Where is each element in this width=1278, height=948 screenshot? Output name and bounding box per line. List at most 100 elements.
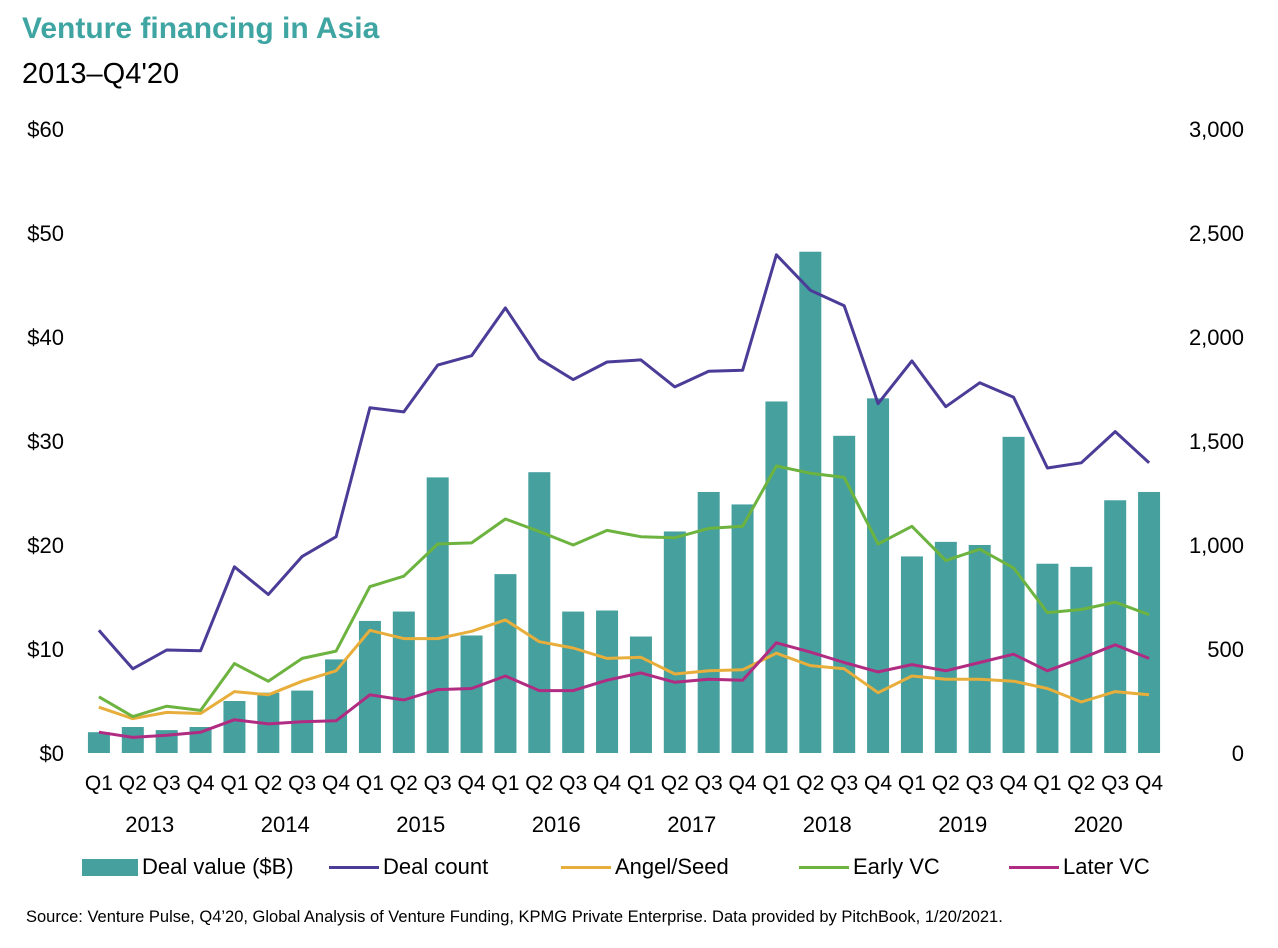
bar-deal-value	[799, 251, 822, 753]
legend-swatch-later-vc	[1009, 865, 1059, 869]
bar-deal-value	[867, 398, 890, 753]
legend-swatch-angel-seed	[561, 865, 611, 869]
chart-title: Venture financing in Asia	[22, 12, 380, 45]
x-axis-year-label: 2015	[396, 812, 445, 837]
right-axis-tick-label: 3,000	[1189, 117, 1244, 142]
bar-deal-value	[528, 472, 551, 753]
x-axis-quarter-label: Q4	[1000, 772, 1028, 795]
legend-swatch-deal-value	[82, 858, 138, 876]
x-axis-quarter-label: Q4	[458, 772, 486, 795]
bar-deal-value	[765, 401, 788, 753]
line-angel-seed	[98, 618, 1150, 721]
bar-deal-value	[325, 659, 348, 753]
right-axis-tick-label: 2,500	[1189, 221, 1244, 246]
x-axis-quarter-label: Q3	[288, 772, 316, 795]
x-axis-quarter-label: Q4	[729, 772, 757, 795]
x-axis-year-label: 2017	[667, 812, 716, 837]
x-axis-quarter-label: Q2	[390, 772, 418, 795]
left-axis-tick-label: $40	[27, 325, 64, 350]
x-axis-quarter-label: Q4	[322, 772, 350, 795]
bar-deal-value	[934, 541, 957, 753]
right-axis-tick-label: 1,500	[1189, 429, 1244, 454]
bar-deal-value	[494, 574, 517, 753]
x-axis-quarter-label: Q1	[85, 772, 113, 795]
legend-label-early-vc: Early VC	[853, 854, 940, 879]
bar-deal-value	[1002, 436, 1025, 753]
x-axis-quarter-label: Q4	[1135, 772, 1163, 795]
bar-deal-value	[562, 611, 585, 753]
chart-subtitle: 2013–Q4'20	[22, 58, 180, 90]
bar-deal-value	[731, 504, 754, 753]
x-axis-quarter-label: Q2	[1067, 772, 1095, 795]
legend-label-later-vc: Later VC	[1063, 854, 1150, 879]
bar-deal-value	[629, 636, 652, 753]
x-axis-quarter-label: Q4	[864, 772, 892, 795]
right-axis-tick-label: 2,000	[1189, 325, 1244, 350]
bar-deal-value	[900, 556, 923, 753]
bar-deal-value	[223, 701, 246, 753]
left-axis-tick-label: $50	[27, 221, 64, 246]
legend-swatch-early-vc	[799, 865, 849, 869]
left-axis-tick-label: $0	[40, 741, 64, 766]
right-axis-tick-label: 500	[1207, 637, 1244, 662]
x-axis-quarter-label: Q3	[559, 772, 587, 795]
x-axis-quarter-label: Q3	[1101, 772, 1129, 795]
x-axis-quarter-label: Q1	[1033, 772, 1061, 795]
x-axis-quarter-label: Q2	[119, 772, 147, 795]
x-axis-year-label: 2013	[125, 812, 174, 837]
line-later-vc	[98, 641, 1150, 739]
x-axis-quarter-label: Q3	[966, 772, 994, 795]
bar-deal-value	[1104, 500, 1127, 753]
legend-item-angel-seed: Angel/Seed	[561, 854, 799, 880]
x-axis-year-label: 2016	[532, 812, 581, 837]
line-deal-count	[97, 253, 1151, 671]
x-axis-quarter-label: Q1	[356, 772, 384, 795]
bar-deal-value	[697, 491, 720, 753]
x-axis-quarter-label: Q2	[932, 772, 960, 795]
x-axis-quarter-label: Q1	[627, 772, 655, 795]
legend-label-deal-value: Deal value ($B)	[142, 854, 294, 879]
bar-deal-value	[460, 635, 483, 753]
bar-deal-value	[968, 545, 991, 753]
bar-deal-value	[1036, 563, 1059, 753]
x-axis-quarter-label: Q4	[187, 772, 215, 795]
legend-label-deal-count: Deal count	[383, 854, 489, 879]
x-axis-year-label: 2020	[1074, 812, 1123, 837]
legend-item-deal-value: Deal value ($B)	[82, 854, 329, 880]
right-axis-tick-label: 0	[1232, 741, 1244, 766]
bar-deal-value	[392, 611, 415, 753]
right-axis-tick-label: 1,000	[1189, 533, 1244, 558]
x-axis-year-label: 2014	[261, 812, 310, 837]
source-note: Source: Venture Pulse, Q4’20, Global Ana…	[26, 908, 1003, 926]
legend-item-early-vc: Early VC	[799, 854, 1009, 880]
left-axis-tick-label: $10	[27, 637, 64, 662]
x-axis-year-label: 2018	[803, 812, 852, 837]
x-axis-quarter-label: Q4	[593, 772, 621, 795]
legend-swatch-deal-count	[329, 865, 379, 869]
x-axis-quarter-label: Q3	[830, 772, 858, 795]
x-axis-quarter-label: Q3	[424, 772, 452, 795]
x-axis-quarter-label: Q2	[525, 772, 553, 795]
x-axis-quarter-label: Q1	[491, 772, 519, 795]
bar-deal-value	[833, 435, 856, 753]
x-axis-quarter-label: Q2	[796, 772, 824, 795]
bar-deal-value	[426, 477, 449, 753]
legend-label-angel-seed: Angel/Seed	[615, 854, 729, 879]
left-axis-tick-label: $60	[27, 117, 64, 142]
x-axis-quarter-label: Q1	[762, 772, 790, 795]
left-axis-tick-label: $20	[27, 533, 64, 558]
legend-item-later-vc: Later VC	[1009, 854, 1150, 880]
legend: Deal value ($B) Deal count Angel/Seed Ea…	[82, 852, 1150, 882]
x-axis-quarter-label: Q2	[254, 772, 282, 795]
bar-deal-value	[1138, 491, 1161, 753]
line-early-vc	[98, 464, 1150, 719]
x-axis-quarter-label: Q2	[661, 772, 689, 795]
x-axis-quarter-label: Q1	[898, 772, 926, 795]
left-axis-tick-label: $30	[27, 429, 64, 454]
bar-deal-value	[358, 620, 381, 753]
x-axis-quarter-label: Q3	[153, 772, 181, 795]
x-axis-quarter-label: Q1	[220, 772, 248, 795]
bar-deal-value	[87, 732, 110, 753]
x-axis-year-label: 2019	[938, 812, 987, 837]
